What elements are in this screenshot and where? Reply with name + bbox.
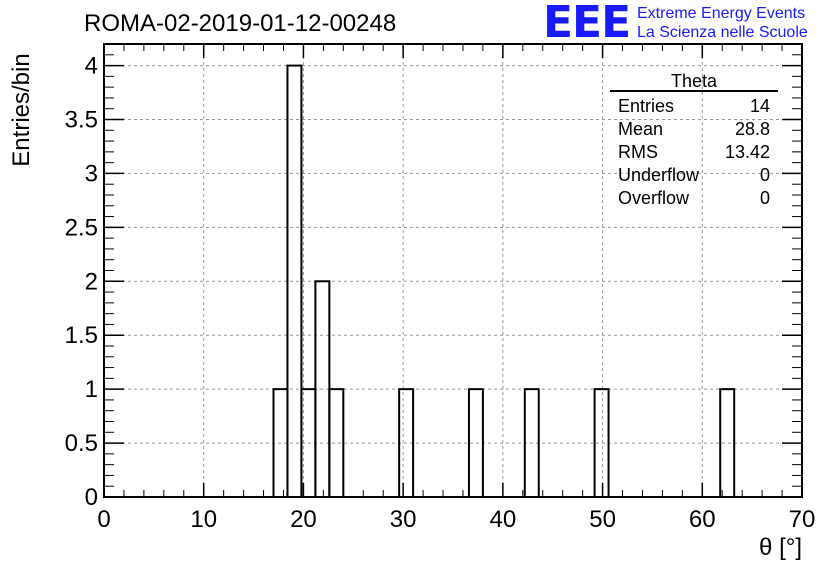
x-tick-label: 40 (490, 506, 517, 533)
y-tick-label: 0.5 (65, 430, 98, 457)
stats-row-rms: RMS 13.42 (610, 141, 778, 164)
x-tick-label: 0 (97, 506, 110, 533)
stats-value: 28.8 (734, 119, 770, 139)
logo-line-2: La Scienza nelle Scuole (637, 24, 808, 41)
x-tick-label: 30 (390, 506, 417, 533)
histogram-bar (286, 64, 303, 498)
logo-line-1: Extreme Energy Events (637, 5, 806, 22)
stats-row-underflow: Underflow 0 (610, 164, 778, 187)
y-axis-label: Entries/bin (8, 53, 35, 167)
axis-tick-labels: 0 10 20 30 40 50 60 70 0 0.5 1 1.5 2 2.5 3 3.5 4 (65, 53, 816, 533)
axis-ticks (103, 44, 803, 498)
y-tick-label: 1.5 (65, 322, 98, 349)
stats-value: 13.42 (724, 142, 770, 162)
stats-label: Mean (618, 119, 664, 139)
y-tick-label: 2 (85, 268, 98, 295)
x-tick-label: 70 (789, 506, 816, 533)
stats-row-overflow: Overflow 0 (610, 187, 778, 210)
stats-value: 14 (749, 96, 770, 116)
stats-box-title: Theta (610, 72, 778, 92)
stats-label: Underflow (618, 165, 700, 185)
stats-row-mean: Mean 28.8 (610, 118, 778, 141)
y-tick-label: 3 (85, 160, 98, 187)
grid-lines (104, 44, 802, 497)
stats-label: Entries (618, 96, 675, 116)
x-axis-label: θ [°] (759, 534, 802, 561)
stats-value: 0 (759, 188, 770, 208)
histogram-bars (272, 64, 736, 498)
x-tick-label: 60 (689, 506, 716, 533)
y-tick-label: 3.5 (65, 107, 98, 134)
y-tick-label: 0 (85, 484, 98, 511)
stats-label: Overflow (618, 188, 690, 208)
stats-row-entries: Entries 14 (610, 95, 778, 118)
stats-box: Theta Entries 14 Mean 28.8 RMS 13.42 Underf… (610, 72, 778, 210)
x-tick-label: 50 (589, 506, 616, 533)
chart-title: ROMA-02-2019-01-12-00248 (84, 10, 397, 37)
y-tick-label: 1 (85, 376, 98, 403)
histogram-bar (328, 388, 345, 498)
eee-logo-mark: EEE (543, 0, 631, 48)
x-tick-label: 20 (290, 506, 317, 533)
stats-value: 0 (759, 165, 770, 185)
x-tick-label: 10 (190, 506, 217, 533)
y-tick-label: 4 (85, 53, 98, 80)
y-tick-label: 2.5 (65, 214, 98, 241)
stats-label: RMS (618, 142, 658, 162)
